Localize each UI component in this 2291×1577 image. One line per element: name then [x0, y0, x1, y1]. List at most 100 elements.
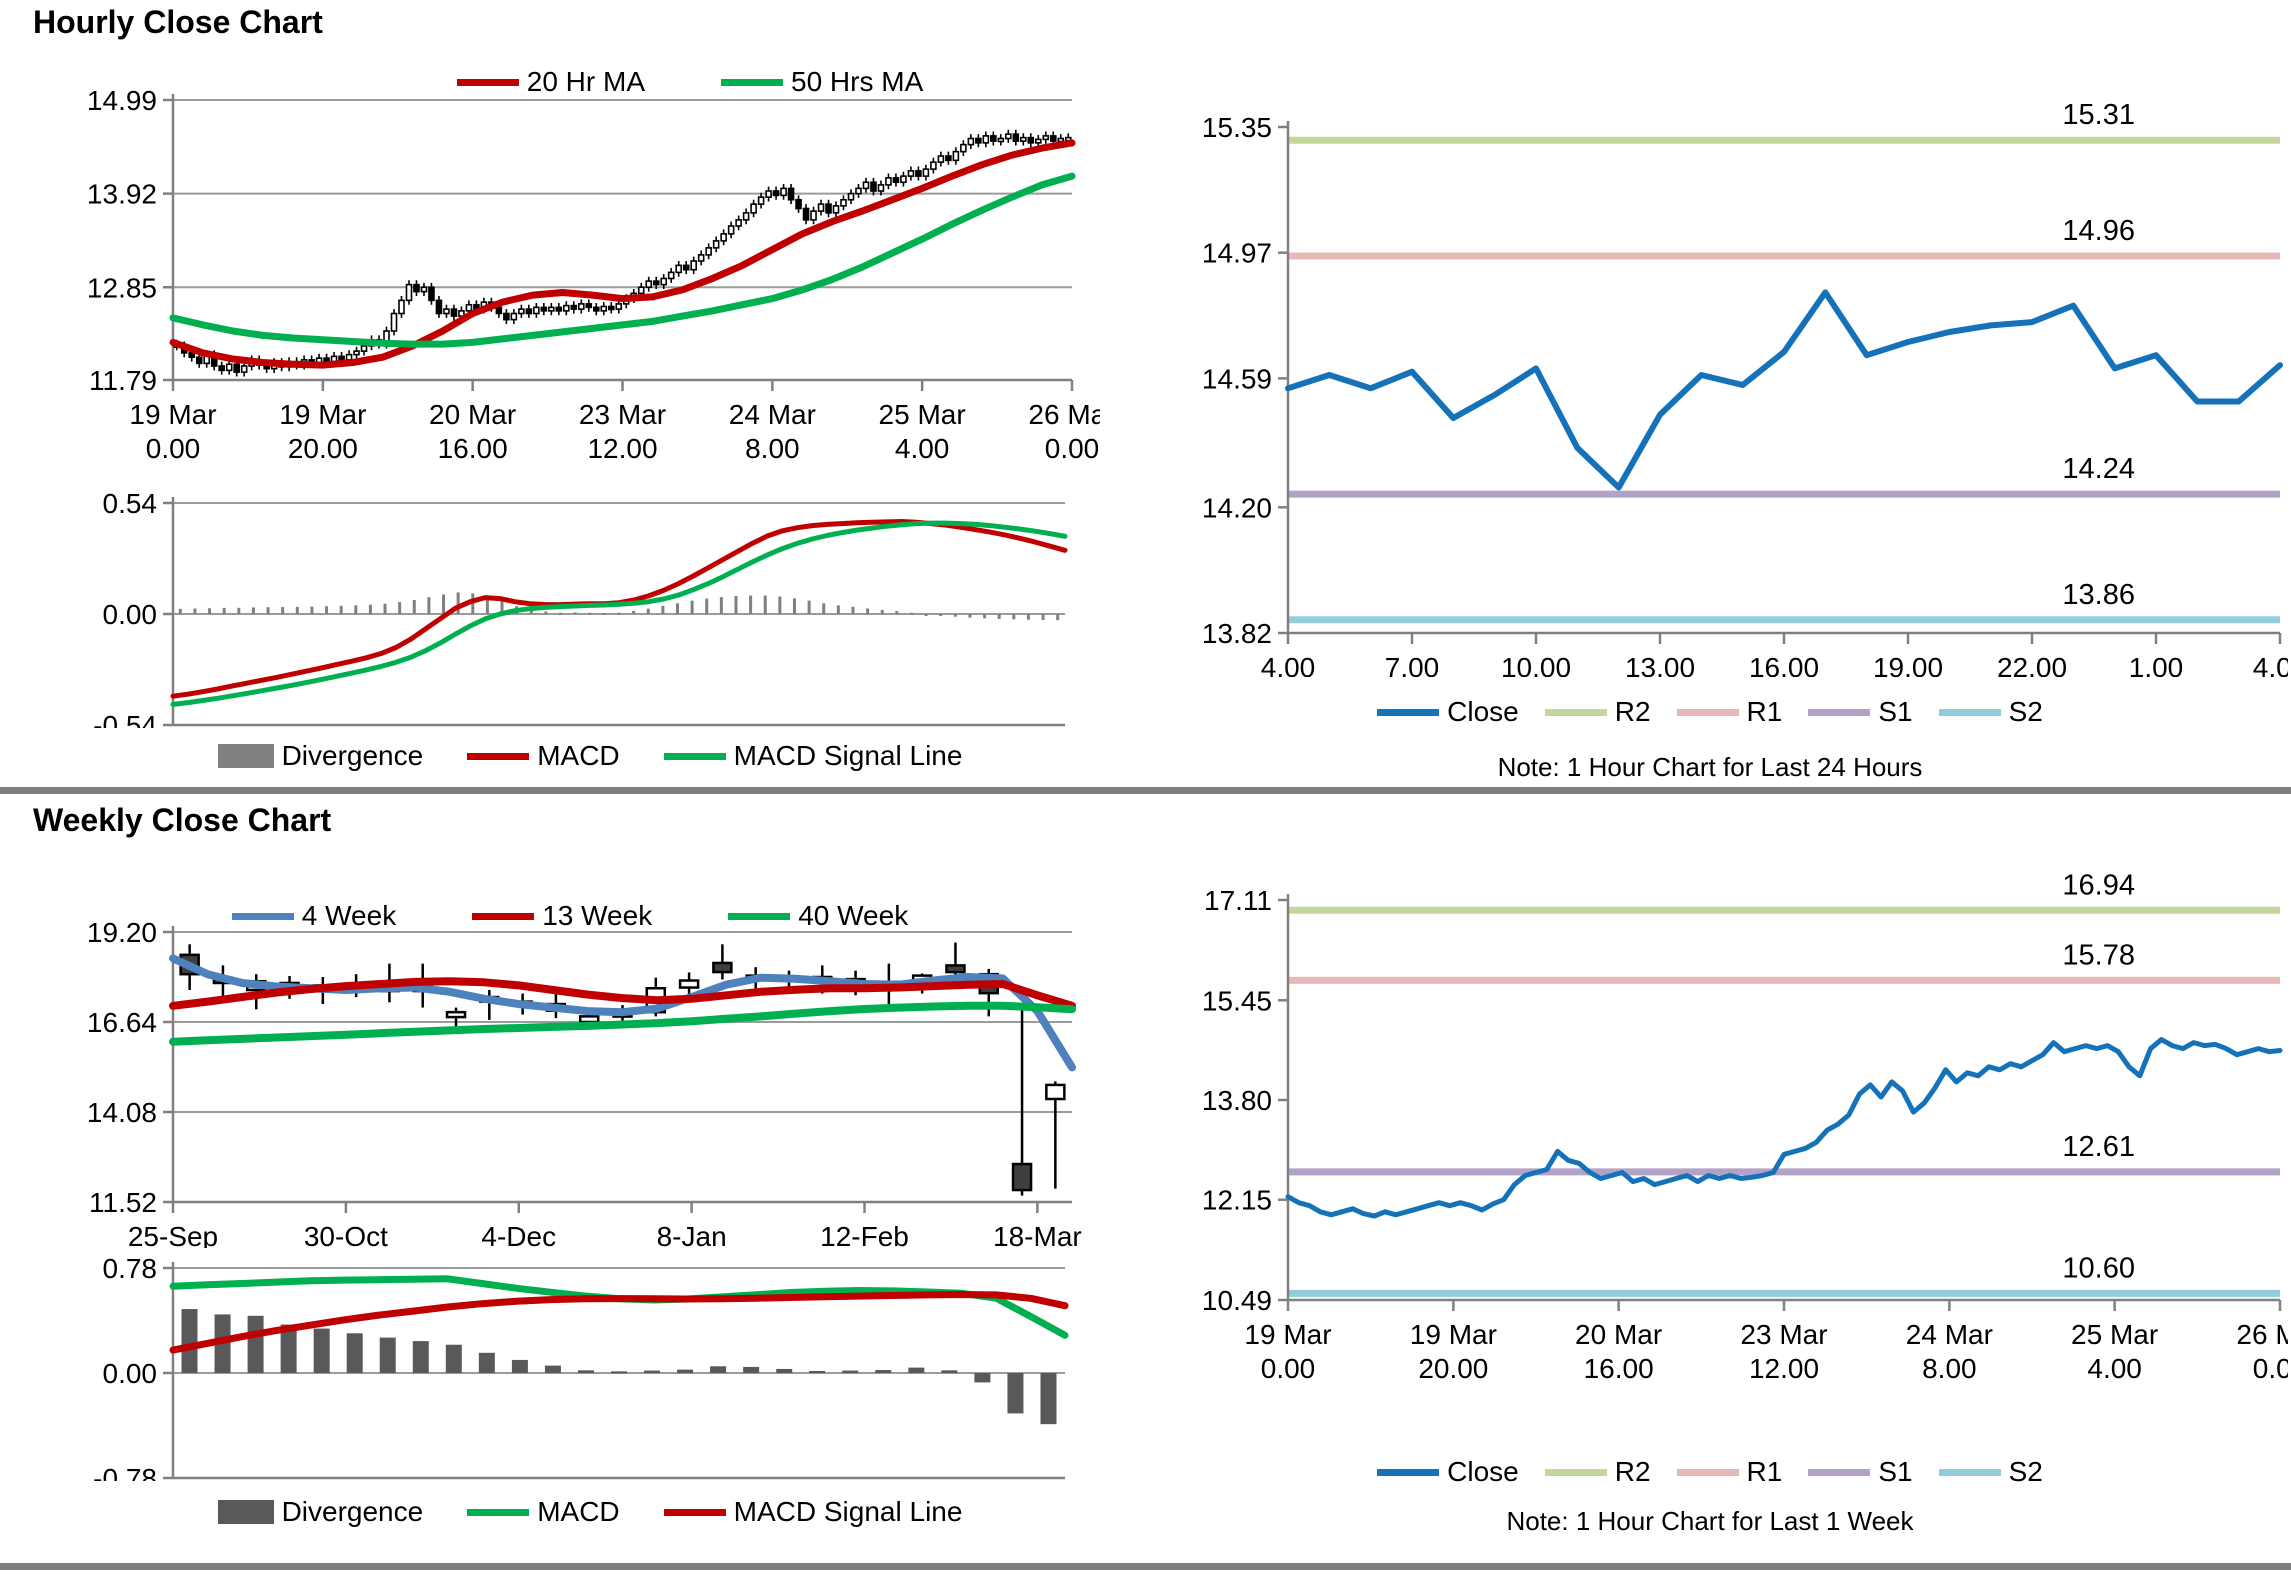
weekly-price-chart: 19.20 16.64 14.08 11.52 25-Sep 30-Oct 4-Dec 8-J… [45, 843, 1100, 1248]
svg-text:10.60: 10.60 [2062, 1252, 2135, 1284]
s2-swatch [1938, 1468, 2001, 1476]
svg-text:-0.78: -0.78 [93, 1463, 157, 1481]
legend-label: 20 Hr MA [526, 66, 645, 97]
legend-label: S1 [1878, 1456, 1913, 1487]
13-week-swatch [472, 912, 535, 920]
svg-text:16.94: 16.94 [2062, 869, 2135, 901]
svg-text:10.49: 10.49 [1202, 1285, 1272, 1316]
svg-text:15.31: 15.31 [2062, 99, 2135, 131]
legend-item: R2 [1544, 1456, 1651, 1488]
legend-item: MACD Signal Line [663, 740, 963, 772]
legend-label: MACD Signal Line [733, 740, 963, 771]
svg-text:22.00: 22.00 [1997, 652, 2067, 677]
svg-text:14.20: 14.20 [1202, 492, 1272, 523]
weekly-pivot-chart: 16.94 15.78 12.61 10.60 17.11 15.45 13.80 12.15… [1170, 855, 2288, 1400]
legend-label: Close [1447, 696, 1519, 727]
svg-text:-0.54: -0.54 [93, 710, 157, 728]
legend-label: Divergence [281, 1496, 424, 1527]
legend-item: MACD [467, 740, 620, 772]
weekly-pivot-legend: Close R2 R1 S1 S2 [1330, 1452, 2090, 1492]
svg-text:14.97: 14.97 [1202, 238, 1272, 269]
svg-text:13.86: 13.86 [2062, 579, 2135, 611]
macd-swatch [467, 752, 530, 760]
svg-text:15.78: 15.78 [2062, 939, 2135, 971]
legend-item: Close [1377, 696, 1519, 728]
legend-item: S2 [1938, 696, 2043, 728]
4-week-swatch [231, 912, 294, 920]
macd-signal-line-swatch [663, 752, 726, 760]
svg-text:14.59: 14.59 [1202, 363, 1272, 394]
weekly-price-legend: 4 Week 13 Week 40 Week [170, 896, 970, 936]
legend-item: 50 Hrs MA [721, 66, 923, 98]
legend-item: Close [1377, 1456, 1519, 1488]
svg-text:0.00: 0.00 [103, 599, 158, 630]
legend-label: S2 [2008, 696, 2043, 727]
close-swatch [1377, 1468, 1440, 1476]
svg-text:4.00: 4.00 [1261, 652, 1316, 677]
close-swatch [1377, 708, 1440, 716]
macd-signal-line-swatch [663, 1508, 726, 1516]
hourly-price-legend: 20 Hr MA 50 Hrs MA [300, 62, 1080, 102]
svg-text:15.35: 15.35 [1202, 112, 1272, 143]
legend-label: Close [1447, 1456, 1519, 1487]
divergence-swatch [217, 1500, 274, 1524]
legend-item: Divergence [217, 740, 424, 772]
legend-item: R2 [1544, 696, 1651, 728]
legend-label: R1 [1746, 1456, 1783, 1487]
legend-label: 13 Week [542, 900, 653, 931]
svg-text:7.00: 7.00 [1385, 652, 1440, 677]
legend-item: Divergence [217, 1496, 424, 1528]
svg-text:12.61: 12.61 [2062, 1131, 2135, 1163]
weekly-section-title: Weekly Close Chart [33, 802, 332, 838]
hourly-pivot-chart: 15.31 14.96 14.24 13.86 15.35 14.97 14.59 14.20… [1170, 62, 2288, 677]
svg-text:15.45: 15.45 [1202, 985, 1272, 1016]
r2-swatch [1544, 708, 1607, 716]
r1-swatch [1676, 708, 1739, 716]
legend-item: 40 Week [728, 900, 908, 932]
r1-swatch [1676, 1468, 1739, 1476]
svg-text:0.54: 0.54 [103, 488, 158, 519]
svg-text:0.78: 0.78 [103, 1253, 158, 1284]
svg-text:0.00: 0.00 [103, 1358, 158, 1389]
hourly-section-title: Hourly Close Chart [33, 4, 323, 40]
legend-item: 4 Week [231, 900, 396, 932]
svg-text:14.96: 14.96 [2062, 215, 2135, 247]
weekly-macd-chart: 0.78 0.00 -0.78 [45, 1243, 1100, 1481]
svg-text:12.15: 12.15 [1202, 1185, 1272, 1216]
svg-text:14.99: 14.99 [87, 85, 157, 116]
legend-label: MACD Signal Line [733, 1496, 963, 1527]
svg-text:12-Feb: 12-Feb [820, 1221, 909, 1248]
50-hrs-ma-swatch [721, 78, 783, 86]
s1-swatch [1808, 708, 1871, 716]
s1-swatch [1808, 1468, 1871, 1476]
legend-label: Divergence [281, 740, 424, 771]
svg-text:30-Oct: 30-Oct [304, 1221, 388, 1248]
legend-label: S2 [2008, 1456, 2043, 1487]
hourly-pivot-note: Note: 1 Hour Chart for Last 24 Hours [1497, 752, 1923, 782]
legend-item: S2 [1938, 1456, 2043, 1488]
svg-text:11.79: 11.79 [89, 365, 157, 396]
svg-text:17.11: 17.11 [1204, 885, 1272, 916]
legend-label: R2 [1614, 696, 1651, 727]
legend-item: MACD Signal Line [663, 1496, 963, 1528]
weekly-pivot-note: Note: 1 Hour Chart for Last 1 Week [1506, 1506, 1914, 1536]
svg-text:13.92: 13.92 [87, 179, 157, 210]
legend-label: MACD [537, 1496, 620, 1527]
svg-text:18-Mar: 18-Mar [993, 1221, 1082, 1248]
hourly-pivot-legend: Close R2 R1 S1 S2 [1330, 692, 2090, 732]
svg-text:8-Jan: 8-Jan [657, 1221, 727, 1248]
weekly-macd-legend: Divergence MACD MACD Signal Line [150, 1492, 1030, 1532]
svg-text:14.08: 14.08 [87, 1097, 157, 1128]
svg-text:19.00: 19.00 [1873, 652, 1943, 677]
legend-label: 40 Week [798, 900, 909, 931]
hourly-macd-chart: 0.54 0.00 -0.54 [45, 478, 1100, 728]
